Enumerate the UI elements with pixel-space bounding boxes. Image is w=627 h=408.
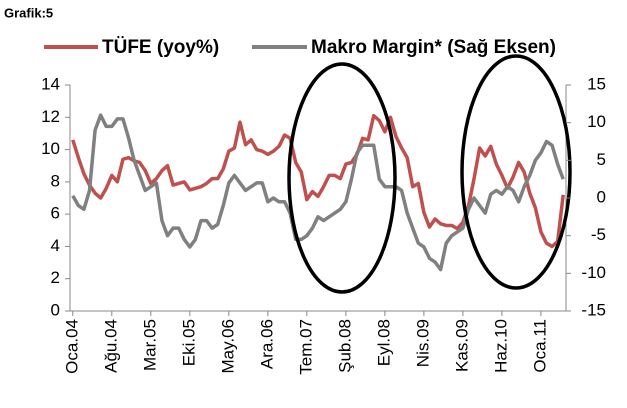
y-tick-label: 0 xyxy=(51,300,60,319)
highlight-ellipse xyxy=(287,62,397,294)
x-tick-label: Tem.07 xyxy=(296,319,315,375)
y-tick-label: 10 xyxy=(41,139,60,158)
x-tick-label: Eki.05 xyxy=(179,319,198,366)
x-tick-label: Kas.09 xyxy=(452,319,471,372)
x-tick-label: Şub.08 xyxy=(335,319,354,373)
x-tick-label: May.06 xyxy=(218,319,237,374)
x-tick-label: Ağu.04 xyxy=(101,319,120,373)
x-tick-label: Eyl.08 xyxy=(374,319,393,366)
y-tick-label: 8 xyxy=(51,171,60,190)
x-tick-label: Ara.06 xyxy=(257,319,276,369)
legend-label: Makro Margin* (Sağ Eksen) xyxy=(311,37,556,58)
series-line xyxy=(71,113,565,249)
y2-tick-label: -15 xyxy=(581,300,606,319)
series-line xyxy=(71,113,565,272)
y-tick-label: 12 xyxy=(41,107,60,126)
x-tick-label: Nis.09 xyxy=(413,319,432,367)
y2-tick-label: 15 xyxy=(587,74,606,93)
y2-tick-label: -10 xyxy=(581,263,606,282)
y-tick-label: 14 xyxy=(41,74,60,93)
y2-tick-label: 0 xyxy=(597,187,606,206)
x-tick-label: Mar.05 xyxy=(140,319,159,371)
y2-tick-label: -5 xyxy=(591,225,606,244)
x-tick-label: Haz.10 xyxy=(491,319,510,373)
y-tick-label: 6 xyxy=(51,204,60,223)
y2-tick-label: 10 xyxy=(587,112,606,131)
x-tick-label: Oca.11 xyxy=(530,319,549,373)
chart-title: Grafik:5 xyxy=(4,5,53,20)
y2-tick-label: 5 xyxy=(597,150,606,169)
highlight-ellipse xyxy=(460,54,572,290)
x-tick-label: Oca.04 xyxy=(62,319,81,374)
plot xyxy=(71,113,565,272)
legend-label: TÜFE (yoy%) xyxy=(102,37,219,58)
y-tick-label: 2 xyxy=(51,268,60,287)
y-tick-label: 4 xyxy=(51,236,60,255)
